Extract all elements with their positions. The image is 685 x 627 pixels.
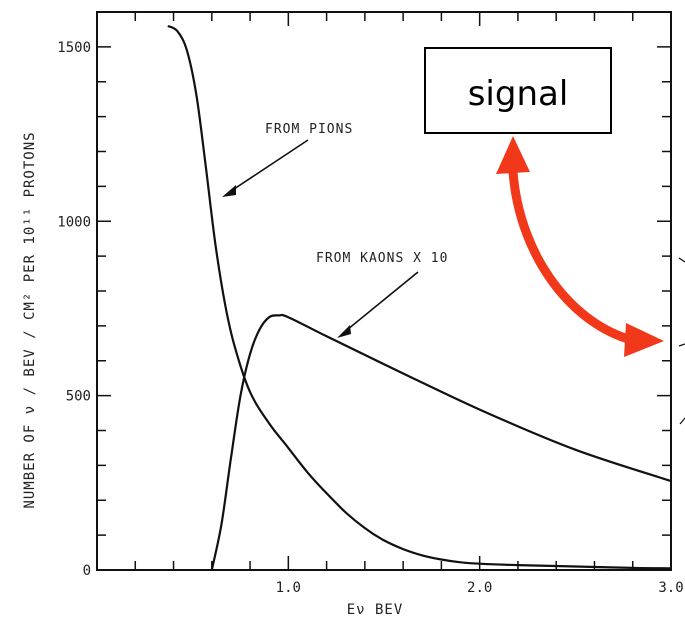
series-layer [167,24,672,571]
y-tick-label: 0 [83,563,91,579]
annotation-kaons-arrow [337,271,419,338]
annotation-kaons: FROM KAONS X 10 [316,251,448,266]
y-axis-title: NUMBER OF ν / BEV / CM² PER 10¹¹ PROTONS [22,131,38,508]
y-tick-label: 1500 [57,40,91,56]
axis-ticks [97,12,671,570]
annotation-pions-arrow [222,139,309,197]
series-line-kaons [210,313,672,571]
signal-box [424,47,612,134]
y-tick-label: 1000 [57,214,91,230]
signal-label: signal [468,74,569,114]
y-tick-label: 500 [66,389,91,405]
signal-arrow-head-right [624,323,664,357]
x-tick-label: 1.0 [276,580,301,596]
x-axis-title: Eν BEV [347,602,404,618]
series-line-pions [167,24,672,570]
signal-arrow-head-top [496,136,530,174]
x-tick-label: 2.0 [467,580,492,596]
annotation-pions: FROM PIONS [265,122,353,137]
x-tick-label: 3.0 [658,580,683,596]
signal-double-arrow [496,136,664,357]
signal-arrow-shaft [508,167,637,345]
cropped-edge-marks [678,257,685,425]
axis-tick-labels: 0 500 1000 1500 1.0 2.0 3.0 [57,40,683,596]
